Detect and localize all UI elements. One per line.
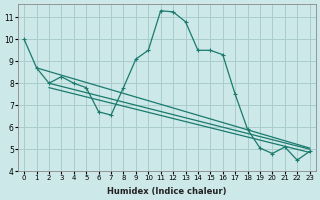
X-axis label: Humidex (Indice chaleur): Humidex (Indice chaleur) [107,187,227,196]
